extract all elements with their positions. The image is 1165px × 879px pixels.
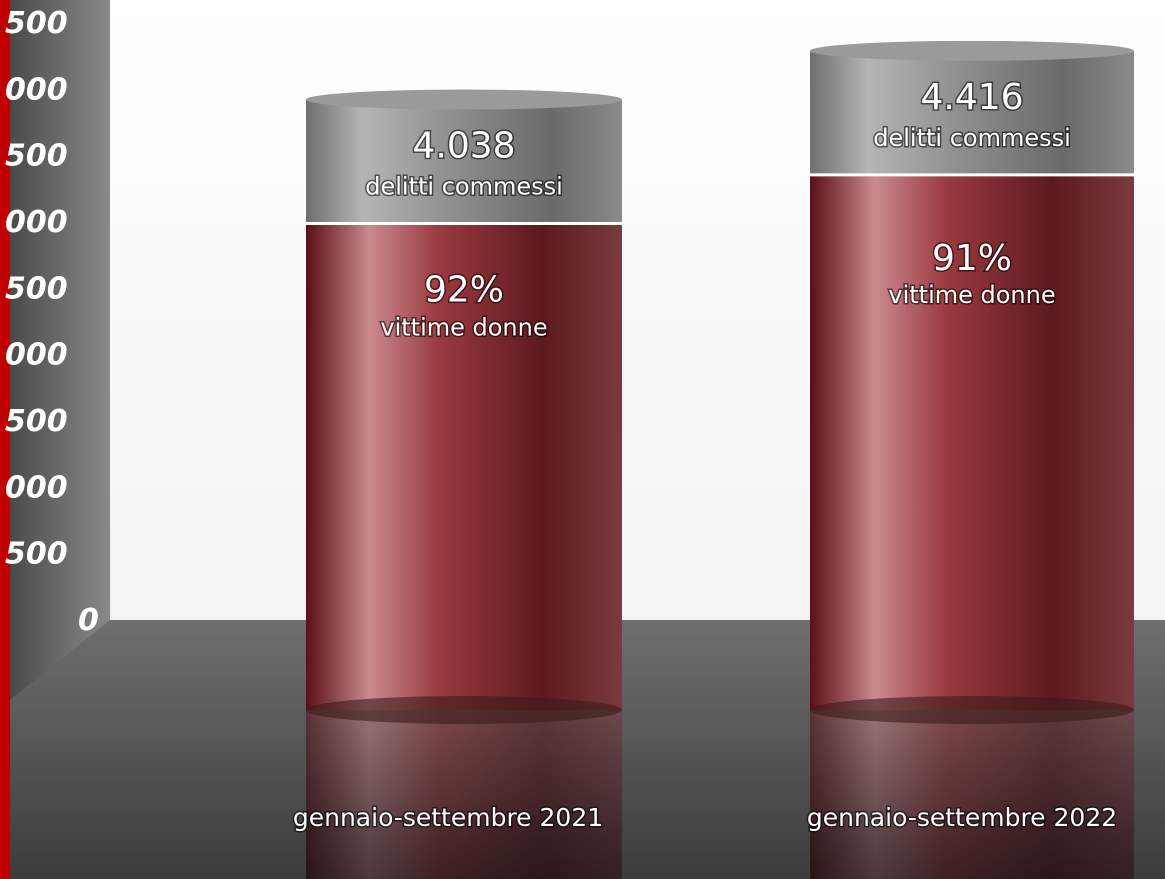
value-caption: delitti commessi [873,124,1071,152]
value-label: 4.038 [412,126,515,167]
bar-group [810,40,1134,879]
bar-base [306,696,622,724]
y-tick-label: 500 [5,404,68,439]
bar-share [810,174,1134,710]
y-tick-label: 000 [5,72,68,107]
category-label: gennaio-settembre 2022 [807,803,1117,832]
y-tick-label: 000 [5,338,68,373]
category-label: gennaio-settembre 2021 [293,803,603,832]
bar-reflection-shade [810,710,1134,879]
y-tick-label: 0 [78,603,99,638]
y-tick-label: 000 [5,470,68,505]
bars [306,40,1134,879]
bar-base [810,696,1134,724]
y-tick-label: 500 [5,271,68,306]
y-tick-label: 500 [5,537,68,572]
share-caption: vittime donne [888,281,1055,309]
bar-group [306,89,622,879]
bar-total-top [810,40,1134,61]
labels: 4.038 delitti commessi 92% vittime donne gen… [291,75,1118,833]
bar-share [306,223,622,710]
accent-stripe [0,0,10,879]
share-caption: vittime donne [380,314,547,342]
y-tick-label: 500 [5,6,68,41]
value-caption: delitti commessi [365,173,563,201]
y-tick-label: 000 [5,205,68,240]
value-label: 4.416 [920,77,1023,118]
y-tick-label: 500 [5,139,68,174]
share-label: 92% [424,270,504,311]
share-label: 91% [932,238,1012,279]
axis-wall [10,0,110,700]
bar-reflection-shade [306,710,622,879]
y-axis-ticks: 500 000 500 000 500 000 500 000 500 0 [5,6,99,638]
bar-total-top [306,89,622,110]
